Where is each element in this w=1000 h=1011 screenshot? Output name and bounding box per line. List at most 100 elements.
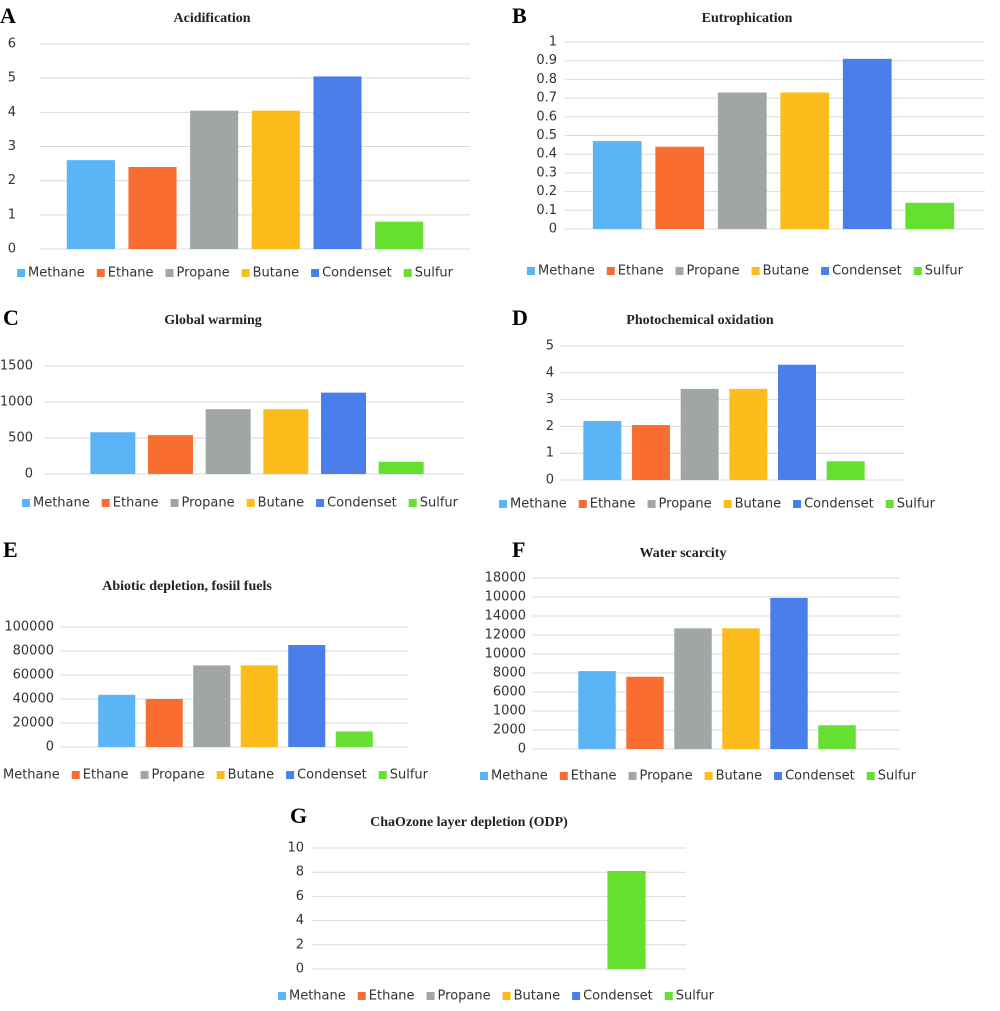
bar [674,628,712,749]
legend-swatch [216,771,225,779]
legend-swatch [246,499,255,507]
y-tick-label: 1000 [493,704,526,719]
legend-swatch [286,771,295,779]
y-tick-label: 18000 [485,571,526,586]
y-tick-label: 0.9 [536,53,557,68]
y-tick-label: 100000 [4,620,54,635]
y-tick-label: 5 [8,71,16,86]
panel-letter: G [290,803,307,828]
chart-title: ChaOzone layer depletion (ODP) [370,815,568,830]
y-tick-label: 0 [8,242,16,257]
legend-label: Propane [182,496,235,511]
bar [722,628,760,749]
legend-swatch [403,269,412,277]
legend-label: Sulfur [415,266,454,281]
legend-label: Ethane [369,989,415,1004]
bar [592,141,642,229]
bar [583,421,622,480]
bar [288,645,326,747]
y-tick-label: 0.4 [536,147,557,162]
legend-swatch [499,500,507,508]
y-tick-label: 2 [296,937,304,952]
bar [626,676,664,749]
legend-swatch [821,267,830,275]
y-tick-label: 10 [287,841,304,856]
y-tick-label: 8 [296,865,304,880]
legend-label: Ethane [108,266,154,281]
y-tick-label: 1500 [0,359,33,374]
bar [66,160,115,249]
y-tick-label: 1 [8,207,16,222]
legend-swatch [675,267,684,275]
legend-label: Propane [640,769,693,784]
legend-swatch [22,499,30,507]
legend-swatch [664,992,673,1000]
y-tick-label: 6 [8,37,16,52]
legend-swatch [606,267,615,275]
panel-letter: F [512,537,525,562]
y-tick-label: 0.2 [536,184,557,199]
legend-label: Propane [659,497,712,512]
legend-label: Ethane [618,264,664,279]
legend-swatch [408,499,417,507]
legend-label: Sulfur [925,264,964,279]
y-tick-label: 4 [8,105,16,120]
legend-swatch [572,992,581,1000]
legend-label: Sulfur [390,768,429,783]
y-tick-label: 4 [546,365,554,380]
legend-label: Condenset [583,989,653,1004]
y-tick-label: 0.1 [536,203,557,218]
y-tick-label: 0 [549,222,557,237]
y-tick-label: 60000 [13,668,54,683]
legend-swatch [101,499,110,507]
bar [98,694,136,747]
y-tick-label: 6 [296,889,304,904]
bar [145,699,183,747]
legend-swatch [723,500,732,508]
panel-letter: E [3,537,18,562]
chart-title: Global warming [164,313,262,328]
legend-swatch [17,269,25,277]
legend-swatch [913,267,922,275]
legend-label: Butane [735,497,781,512]
legend-label: Ethane [83,768,129,783]
chart-title: Water scarcity [640,546,727,561]
y-tick-label: 0.3 [536,165,557,180]
legend-label: Ethane [590,497,636,512]
bar [263,409,309,474]
legend-label: Methane [33,496,90,511]
y-tick-label: 4 [296,913,304,928]
legend-swatch [704,772,713,780]
bar [90,432,136,474]
y-tick-label: 10000 [485,590,526,605]
legend-label: Ethane [571,769,617,784]
legend-swatch [628,772,637,780]
legend-swatch [527,267,535,275]
legend-label: Sulfur [897,497,936,512]
chart-title: Abiotic depletion, fosiil fuels [102,579,272,594]
legend-label: Condenset [322,266,392,281]
legend-label: Methane [510,497,567,512]
legend-label: Condenset [327,496,397,511]
y-tick-label: 14000 [485,609,526,624]
y-tick-label: 500 [8,431,33,446]
legend-label: Propane [177,266,230,281]
legend-swatch [96,269,105,277]
y-tick-label: 1 [546,446,554,461]
legend-swatch [170,499,179,507]
y-tick-label: 80000 [13,644,54,659]
y-tick-label: 0.8 [536,72,557,87]
legend-swatch [647,500,656,508]
legend-swatch [311,269,320,277]
legend-label: Butane [514,989,560,1004]
legend-label: Condenset [832,264,902,279]
y-tick-label: 8000 [493,666,526,681]
panel-letter: D [512,305,528,330]
bar [335,731,373,747]
y-tick-label: 0.5 [536,128,557,143]
bar [905,202,955,229]
chart-title: Eutrophication [702,11,793,26]
bar [826,461,865,480]
chart-title: Acidification [174,11,251,26]
